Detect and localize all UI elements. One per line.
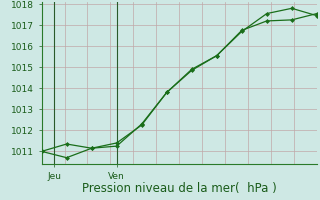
X-axis label: Pression niveau de la mer(  hPa ): Pression niveau de la mer( hPa ) [82,182,276,195]
